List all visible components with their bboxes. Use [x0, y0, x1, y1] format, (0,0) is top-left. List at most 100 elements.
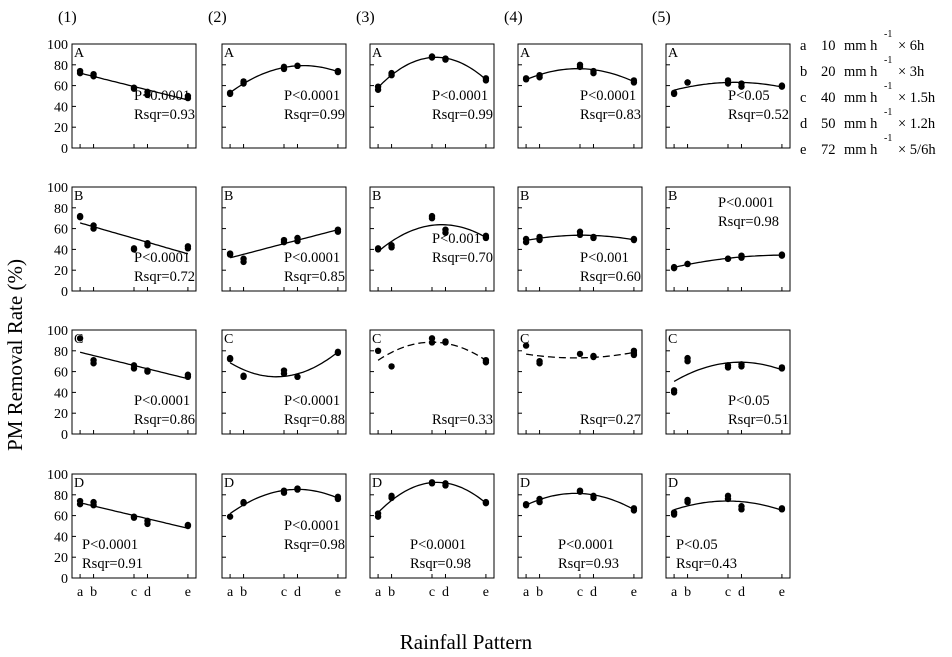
rsqr-value: Rsqr=0.86	[134, 412, 195, 428]
legend-key: a	[800, 38, 807, 54]
data-point	[280, 63, 288, 71]
p-value: P<0.0001	[580, 88, 636, 104]
x-tick-label: e	[483, 585, 489, 600]
panel-row-letter: C	[520, 332, 529, 347]
data-point	[76, 335, 84, 342]
data-point	[630, 505, 638, 512]
x-axis-label: Rainfall Pattern	[400, 630, 533, 654]
y-tick-label: 60	[54, 510, 68, 525]
x-tick-label: b	[536, 585, 543, 600]
panel-row-letter: B	[668, 189, 677, 204]
legend-intensity: 72	[821, 142, 836, 158]
fit-curve	[79, 222, 189, 255]
legend-unit-exponent: -1	[884, 29, 892, 40]
rsqr-value: Rsqr=0.93	[558, 556, 619, 572]
data-point	[536, 495, 543, 503]
data-point	[90, 360, 97, 367]
rsqr-value: Rsqr=0.70	[432, 250, 493, 266]
panel-row-letter: D	[372, 476, 382, 491]
data-point	[280, 236, 288, 244]
legend-item-a: a 10 mm h -1 × 6h	[800, 29, 925, 54]
data-point	[226, 354, 234, 362]
p-value: P<0.0001	[284, 518, 340, 534]
y-tick-label: 0	[61, 572, 68, 587]
data-point	[576, 228, 584, 235]
y-tick-label: 60	[54, 366, 68, 381]
legend-unit: mm h	[844, 142, 878, 158]
legend-item-d: d 50 mm h -1 × 1.2h	[800, 107, 936, 132]
data-point	[576, 350, 584, 358]
panel-row-letter: A	[224, 46, 235, 61]
data-point	[374, 347, 382, 354]
x-tick-label: d	[738, 585, 745, 600]
data-point	[576, 61, 584, 68]
x-tick-label: d	[144, 585, 151, 600]
data-point	[184, 243, 192, 250]
data-point	[144, 239, 151, 247]
y-axis-label: PM Removal Rate (%)	[3, 259, 27, 451]
data-point	[334, 493, 342, 501]
panel-A-0: 0 20 40 60 80 100 A P<0.0001 Rsqr=0.93	[47, 38, 197, 157]
p-value: P<0.05	[728, 88, 770, 104]
legend-duration: × 3h	[898, 64, 925, 80]
data-point	[778, 82, 786, 89]
y-tick-label: 80	[54, 59, 68, 74]
y-tick-label: 80	[54, 345, 68, 360]
data-point	[240, 255, 247, 262]
data-point	[76, 500, 84, 508]
y-tick-label: 60	[54, 80, 68, 95]
panel-row-letter: B	[372, 189, 381, 204]
y-tick-label: 40	[54, 386, 68, 401]
y-tick-label: 40	[54, 100, 68, 115]
panel-C-1: C P<0.0001 Rsqr=0.88	[221, 329, 347, 435]
panel-D-4: a b c d e D P<0.05 Rsqr=0.43	[665, 473, 791, 600]
data-point	[130, 362, 138, 369]
panel-A-1: A P<0.0001 Rsqr=0.99	[221, 43, 347, 149]
legend-unit: mm h	[844, 38, 878, 54]
x-tick-label: e	[779, 585, 785, 600]
data-point	[442, 56, 449, 63]
x-tick-label: d	[294, 585, 301, 600]
y-tick-label: 20	[54, 407, 68, 422]
data-point	[144, 520, 151, 528]
data-point	[630, 349, 638, 357]
column-header: (4)	[504, 9, 523, 26]
data-point	[334, 67, 342, 75]
column-header: (3)	[356, 9, 375, 26]
data-point	[778, 505, 786, 512]
column-header: (2)	[208, 9, 227, 26]
data-point	[184, 371, 192, 378]
legend-key: c	[800, 90, 806, 106]
y-tick-label: 20	[54, 264, 68, 279]
data-point	[428, 212, 436, 220]
rsqr-value: Rsqr=0.98	[284, 537, 345, 553]
y-tick-label: 60	[54, 223, 68, 238]
y-tick-label: 40	[54, 243, 68, 258]
legend: a 10 mm h -1 × 6h b 20 mm h -1 × 3h c 40 mm h -1 × 1.5…	[800, 29, 936, 158]
panel-row-letter: A	[520, 46, 531, 61]
data-point	[482, 232, 490, 240]
panel-row-letter: D	[668, 476, 678, 491]
rsqr-value: Rsqr=0.60	[580, 269, 641, 285]
panel-C-2: C Rsqr=0.33	[369, 329, 495, 435]
data-point	[442, 480, 449, 487]
x-tick-label: b	[684, 585, 691, 600]
rsqr-value: Rsqr=0.91	[82, 556, 143, 572]
data-point	[630, 77, 638, 84]
data-point	[536, 72, 543, 79]
data-point	[630, 235, 638, 243]
data-point	[130, 245, 138, 252]
x-tick-label: b	[240, 585, 247, 600]
data-point	[590, 233, 597, 241]
data-point	[428, 479, 436, 486]
data-point	[76, 69, 84, 77]
panel-row-letter: C	[668, 332, 677, 347]
data-point	[778, 364, 786, 371]
rsqr-value: Rsqr=0.51	[728, 412, 789, 428]
data-point	[294, 485, 301, 492]
panel-row-letter: A	[668, 46, 679, 61]
data-point	[374, 245, 382, 252]
data-point	[130, 514, 138, 521]
data-point	[388, 69, 395, 77]
